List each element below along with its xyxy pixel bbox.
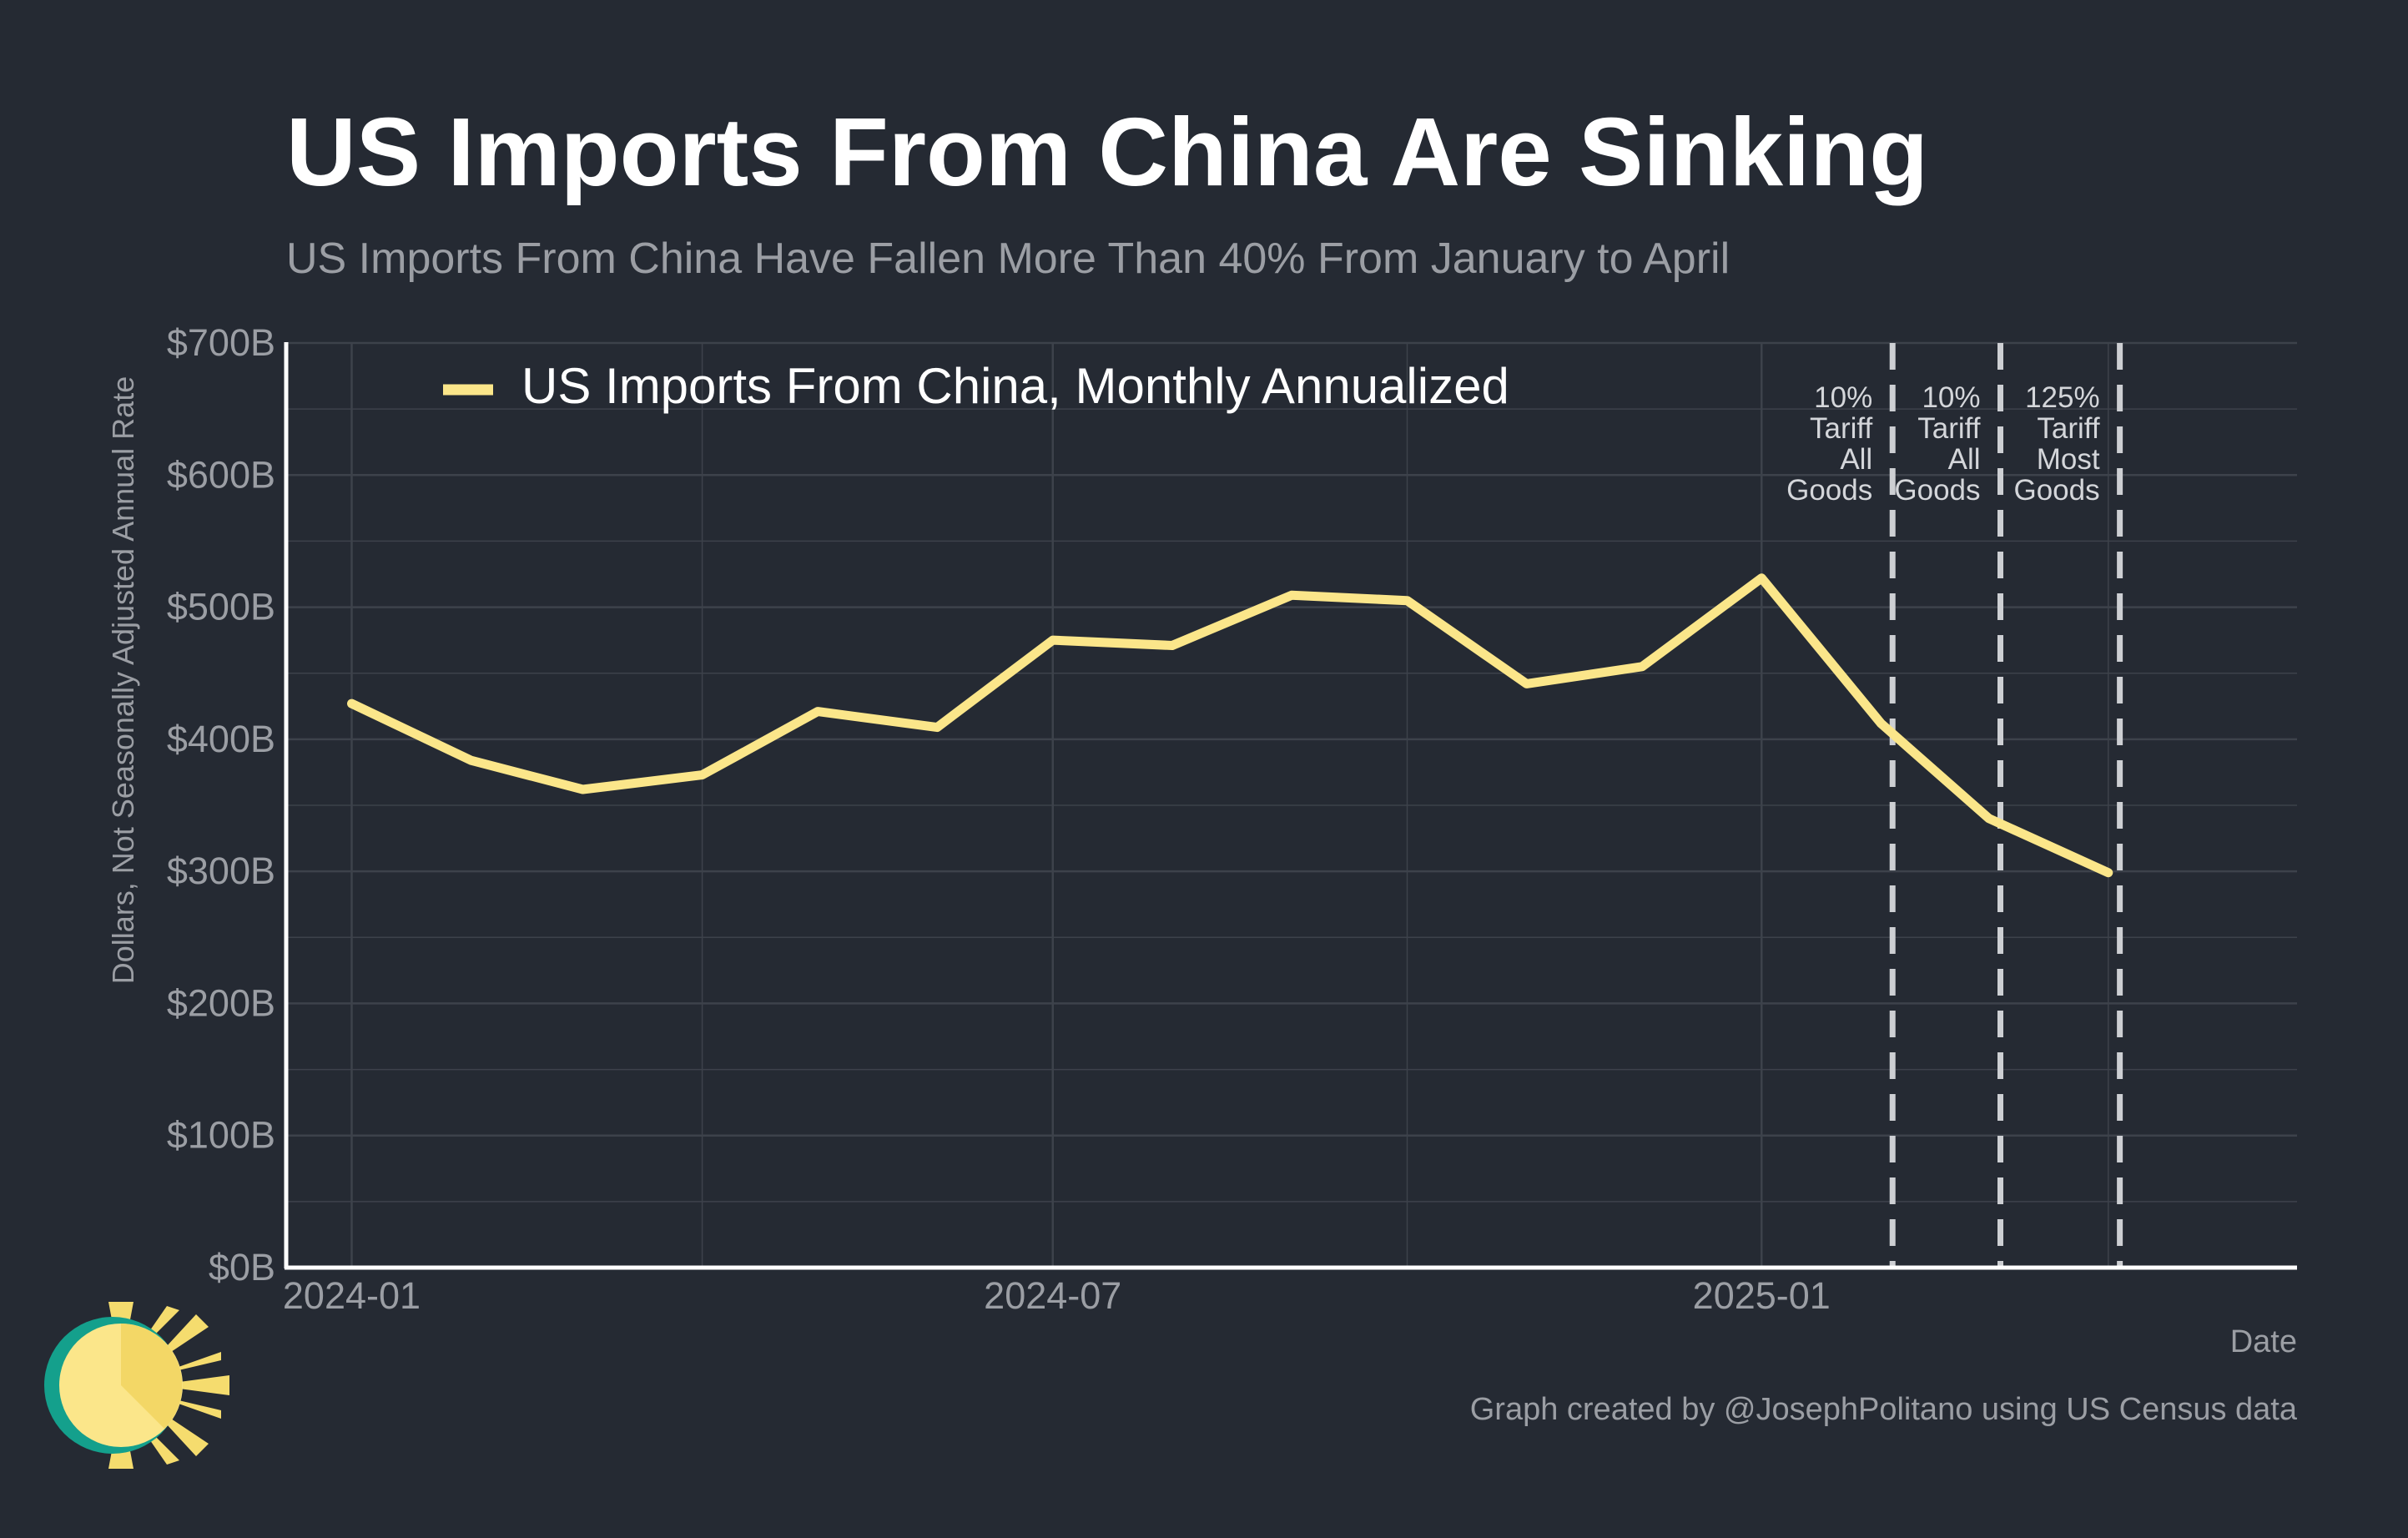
y-tick-label: $500B	[167, 586, 275, 628]
y-tick-label: $0B	[209, 1246, 275, 1288]
chart-subtitle: US Imports From China Have Fallen More T…	[286, 234, 1730, 283]
sun-logo-icon	[44, 1302, 229, 1469]
x-tick-label: 2025-01	[1693, 1274, 1831, 1317]
annotation-text: 10%	[1814, 381, 1872, 414]
annotation-text: Tariff	[2037, 412, 2099, 445]
y-tick-label: $300B	[167, 850, 275, 892]
legend-label: US Imports From China, Monthly Annualize…	[521, 358, 1509, 414]
annotation-text: Goods	[2013, 474, 2099, 507]
annotation-text: All	[1948, 443, 1981, 476]
sun-shade	[121, 1324, 183, 1429]
y-axis-label: Dollars, Not Seasonally Adjusted Annual …	[106, 376, 140, 984]
legend: US Imports From China, Monthly Annualize…	[443, 358, 1509, 414]
series-line-path	[347, 573, 2113, 878]
annotation-text: Goods	[1786, 474, 1872, 507]
y-tick-labels: $0B $100B $200B $300B $400B $500B $600B $700B	[167, 321, 275, 1288]
grid	[286, 341, 2297, 1269]
annotation-text: Most	[2037, 443, 2100, 476]
y-tick-label: $100B	[167, 1114, 275, 1157]
y-tick-label: $700B	[167, 321, 275, 364]
annotation-text: All	[1840, 443, 1872, 476]
annotation-text: 125%	[2025, 381, 2100, 414]
tariff-annotations: 10%TariffAllGoods10%TariffAllGoods125%Ta…	[1786, 381, 2100, 507]
chart-title: US Imports From China Are Sinking	[286, 98, 1928, 206]
x-tick-labels: 2024-01 2024-07 2025-01	[283, 1274, 1831, 1317]
x-axis-label: Date	[2230, 1324, 2297, 1359]
y-tick-label: $600B	[167, 453, 275, 496]
series-line	[347, 573, 2113, 878]
y-tick-label: $400B	[167, 718, 275, 760]
annotation-text: Tariff	[1917, 412, 1980, 445]
annotation-text: 10%	[1922, 381, 1980, 414]
tariff-lines	[1889, 343, 2123, 1268]
annotation-text: Tariff	[1810, 412, 1872, 445]
x-tick-label: 2024-07	[984, 1274, 1121, 1317]
annotation-text: Goods	[1894, 474, 1980, 507]
y-tick-label: $200B	[167, 981, 275, 1024]
credit-text: Graph created by @JosephPolitano using U…	[1470, 1392, 2298, 1427]
x-tick-label: 2024-01	[283, 1274, 421, 1317]
sun-ray	[154, 1375, 229, 1395]
